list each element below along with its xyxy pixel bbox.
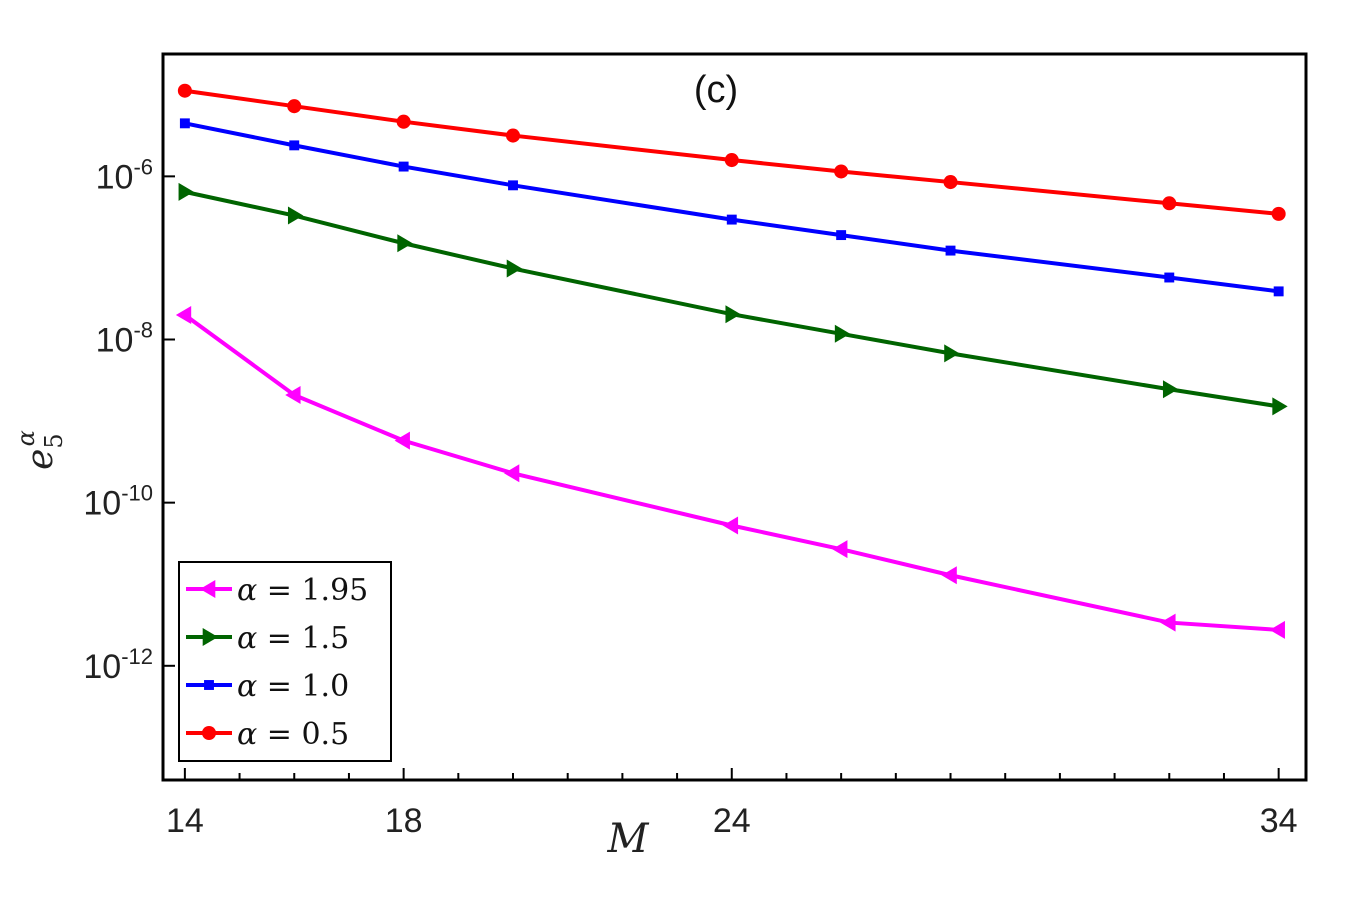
legend-item: α = 1.5 xyxy=(186,621,349,656)
y-axis-label-sup: α xyxy=(12,430,40,446)
data-point xyxy=(505,128,521,143)
data-point xyxy=(175,306,192,325)
legend-item: α = 1.95 xyxy=(186,573,368,608)
legend-label: α = 1.5 xyxy=(237,621,349,656)
data-point xyxy=(836,230,847,241)
data-point xyxy=(1271,206,1286,221)
data-point xyxy=(287,206,304,225)
data-point xyxy=(725,305,741,324)
data-point xyxy=(945,245,956,256)
data-point xyxy=(1162,196,1177,211)
data-point xyxy=(722,516,739,535)
data-point xyxy=(396,114,411,129)
legend-item: α = 1.0 xyxy=(186,669,349,704)
series-triangle-left xyxy=(175,306,1285,639)
data-point xyxy=(1160,613,1176,632)
data-point xyxy=(943,175,958,190)
data-point xyxy=(1164,272,1175,283)
series-square xyxy=(179,118,1284,297)
series-line xyxy=(184,121,1279,294)
data-point xyxy=(179,118,190,129)
y-axis-label-base: e xyxy=(20,449,61,470)
data-point xyxy=(834,164,849,179)
data-point xyxy=(394,431,410,450)
data-point xyxy=(398,161,409,172)
x-tick-label: 18 xyxy=(385,802,423,840)
data-point xyxy=(204,680,214,690)
data-point xyxy=(941,566,957,585)
data-point xyxy=(397,234,413,253)
legend: α = 1.95 α = 1.5 α = 1.0 α = 0.5 xyxy=(178,561,392,762)
data-point xyxy=(834,324,851,343)
series-layer xyxy=(175,83,1288,639)
data-point xyxy=(1162,380,1179,399)
x-axis-label: M xyxy=(607,816,650,862)
legend-label: α = 1.0 xyxy=(237,669,349,704)
panel-title: (c) xyxy=(694,69,738,111)
x-tick-label: 14 xyxy=(166,802,204,840)
data-point xyxy=(1269,620,1285,639)
data-point xyxy=(287,99,302,114)
plot-frame xyxy=(161,52,1308,782)
svg-text:e5α: e5α xyxy=(12,430,68,470)
axis-ticks: 14 18 24 34 10-6 10-8 10-10 10-12 xyxy=(83,154,1297,840)
data-point xyxy=(177,83,192,98)
data-point xyxy=(202,628,218,646)
data-point xyxy=(200,580,216,598)
x-tick-label: 34 xyxy=(1260,802,1298,840)
data-point xyxy=(832,540,848,559)
legend-item: α = 0.5 xyxy=(186,717,349,752)
data-point xyxy=(504,464,520,483)
legend-label: α = 1.95 xyxy=(237,573,368,608)
data-point xyxy=(944,344,960,363)
y-tick-label: 10-12 xyxy=(83,644,153,686)
data-point xyxy=(201,725,217,741)
data-point xyxy=(724,153,739,168)
data-point xyxy=(1273,286,1284,297)
data-point xyxy=(289,140,300,151)
y-axis-label-sub: 5 xyxy=(40,433,68,448)
legend-label: α = 0.5 xyxy=(237,717,349,752)
data-point xyxy=(726,214,737,225)
data-point xyxy=(508,180,518,191)
data-point xyxy=(285,385,301,404)
data-point xyxy=(178,182,194,201)
data-point xyxy=(1272,397,1288,416)
y-tick-label: 10-8 xyxy=(96,318,153,360)
y-axis-label: e5α xyxy=(12,430,68,470)
x-tick-label: 24 xyxy=(713,802,751,840)
series-triangle-right xyxy=(178,182,1288,416)
y-tick-label: 10-6 xyxy=(96,154,153,196)
data-point xyxy=(506,259,523,278)
y-tick-label: 10-10 xyxy=(83,481,153,523)
series-circle xyxy=(177,83,1286,221)
